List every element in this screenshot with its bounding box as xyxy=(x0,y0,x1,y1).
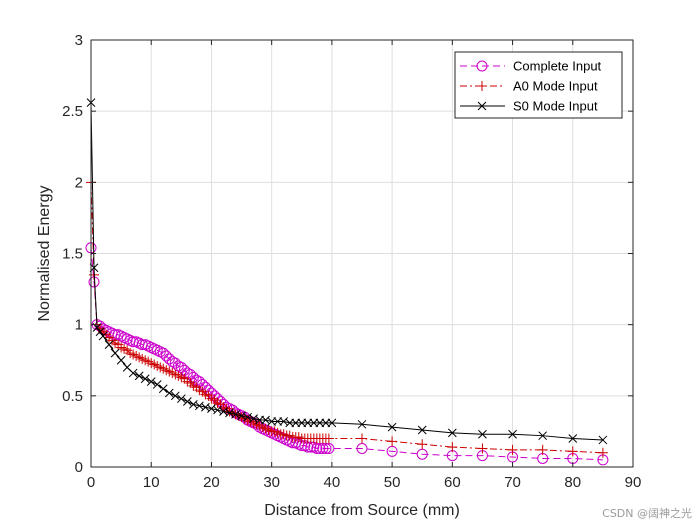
x-axis-title: Distance from Source (mm) xyxy=(264,502,460,519)
data-point xyxy=(568,434,578,443)
x-tick-label: 10 xyxy=(143,474,160,491)
y-tick-label: 1.5 xyxy=(62,246,83,263)
data-point xyxy=(279,417,289,426)
legend-label: Complete Input xyxy=(513,59,602,74)
y-tick-labels: 0 0.5 1 1.5 2 2.5 3 xyxy=(62,32,83,476)
y-tick-label: 3 xyxy=(75,32,83,49)
x-tick-label: 80 xyxy=(564,474,581,491)
y-axis-title: Normalised Energy xyxy=(36,185,53,321)
data-point xyxy=(231,409,240,419)
data-point xyxy=(134,371,144,381)
data-point xyxy=(104,340,114,349)
x-tick-labels: 0 10 20 30 40 50 60 70 80 90 xyxy=(87,474,642,491)
data-point xyxy=(176,394,186,404)
series-s0-mode-input xyxy=(86,98,608,445)
data-point xyxy=(249,414,258,423)
y-tick-label: 0 xyxy=(75,459,83,476)
data-point xyxy=(140,374,150,384)
data-point xyxy=(508,429,517,439)
x-tick-label: 20 xyxy=(203,474,220,491)
data-point xyxy=(323,433,334,444)
data-point xyxy=(478,429,487,439)
data-point xyxy=(387,422,397,432)
data-point xyxy=(146,377,156,386)
data-point xyxy=(116,355,126,365)
legend-marker xyxy=(477,101,487,111)
data-point xyxy=(417,425,427,435)
legend-label: A0 Mode Input xyxy=(513,79,598,94)
data-point xyxy=(507,444,518,455)
data-point xyxy=(237,411,246,421)
data-point xyxy=(164,388,174,398)
x-tick-label: 60 xyxy=(444,474,461,491)
x-tick-label: 30 xyxy=(263,474,280,491)
data-point xyxy=(567,446,578,457)
x-tick-label: 0 xyxy=(87,474,95,491)
data-point xyxy=(160,350,172,362)
data-point xyxy=(158,384,168,394)
legend: Complete Input A0 Mode Input S0 Mode Input xyxy=(454,51,623,119)
data-point xyxy=(169,357,181,369)
data-point xyxy=(447,442,458,453)
data-point xyxy=(447,428,457,438)
data-point xyxy=(207,404,216,413)
data-point xyxy=(189,400,198,409)
data-point xyxy=(538,431,548,441)
data-point xyxy=(417,439,428,450)
data-point xyxy=(128,368,138,378)
x-tick-label: 40 xyxy=(324,474,341,491)
series-a0-mode-input xyxy=(86,177,608,458)
series-layer xyxy=(85,98,609,466)
data-point xyxy=(327,418,337,428)
data-point xyxy=(183,397,192,406)
y-tick-label: 1 xyxy=(75,317,83,334)
data-point xyxy=(219,407,228,416)
data-point xyxy=(152,380,162,389)
watermark: CSDN @阔神之光 xyxy=(602,507,692,520)
data-point xyxy=(195,401,204,411)
data-point xyxy=(598,435,608,445)
data-point xyxy=(357,433,367,444)
data-point xyxy=(243,412,252,422)
legend-label: S0 Mode Input xyxy=(513,99,598,114)
x-tick-label: 90 xyxy=(625,474,642,491)
data-point xyxy=(537,444,548,455)
data-point xyxy=(157,347,169,359)
data-point xyxy=(261,415,270,425)
data-point xyxy=(95,327,105,337)
legend-marker xyxy=(476,60,488,72)
data-point xyxy=(98,331,108,341)
data-point xyxy=(225,408,234,418)
data-point xyxy=(170,391,180,401)
series-line xyxy=(90,182,603,454)
data-point xyxy=(110,348,120,358)
legend-entry: A0 Mode Input xyxy=(460,79,598,94)
axis-ticks xyxy=(90,39,634,468)
series-line xyxy=(90,102,603,441)
data-point xyxy=(163,353,175,365)
data-point xyxy=(357,419,367,429)
x-tick-label: 50 xyxy=(384,474,401,491)
data-point xyxy=(477,443,488,454)
data-point xyxy=(213,405,222,415)
legend-entry: S0 Mode Input xyxy=(460,99,598,114)
data-point xyxy=(597,447,608,458)
x-tick-label: 70 xyxy=(504,474,521,491)
legend-entry: Complete Input xyxy=(460,59,602,74)
y-tick-label: 2 xyxy=(75,174,83,191)
legend-marker xyxy=(477,81,487,91)
y-tick-label: 2.5 xyxy=(62,103,83,120)
data-point xyxy=(387,436,398,447)
data-point xyxy=(201,402,210,412)
y-tick-label: 0.5 xyxy=(62,388,83,405)
series-complete-input xyxy=(85,242,609,466)
